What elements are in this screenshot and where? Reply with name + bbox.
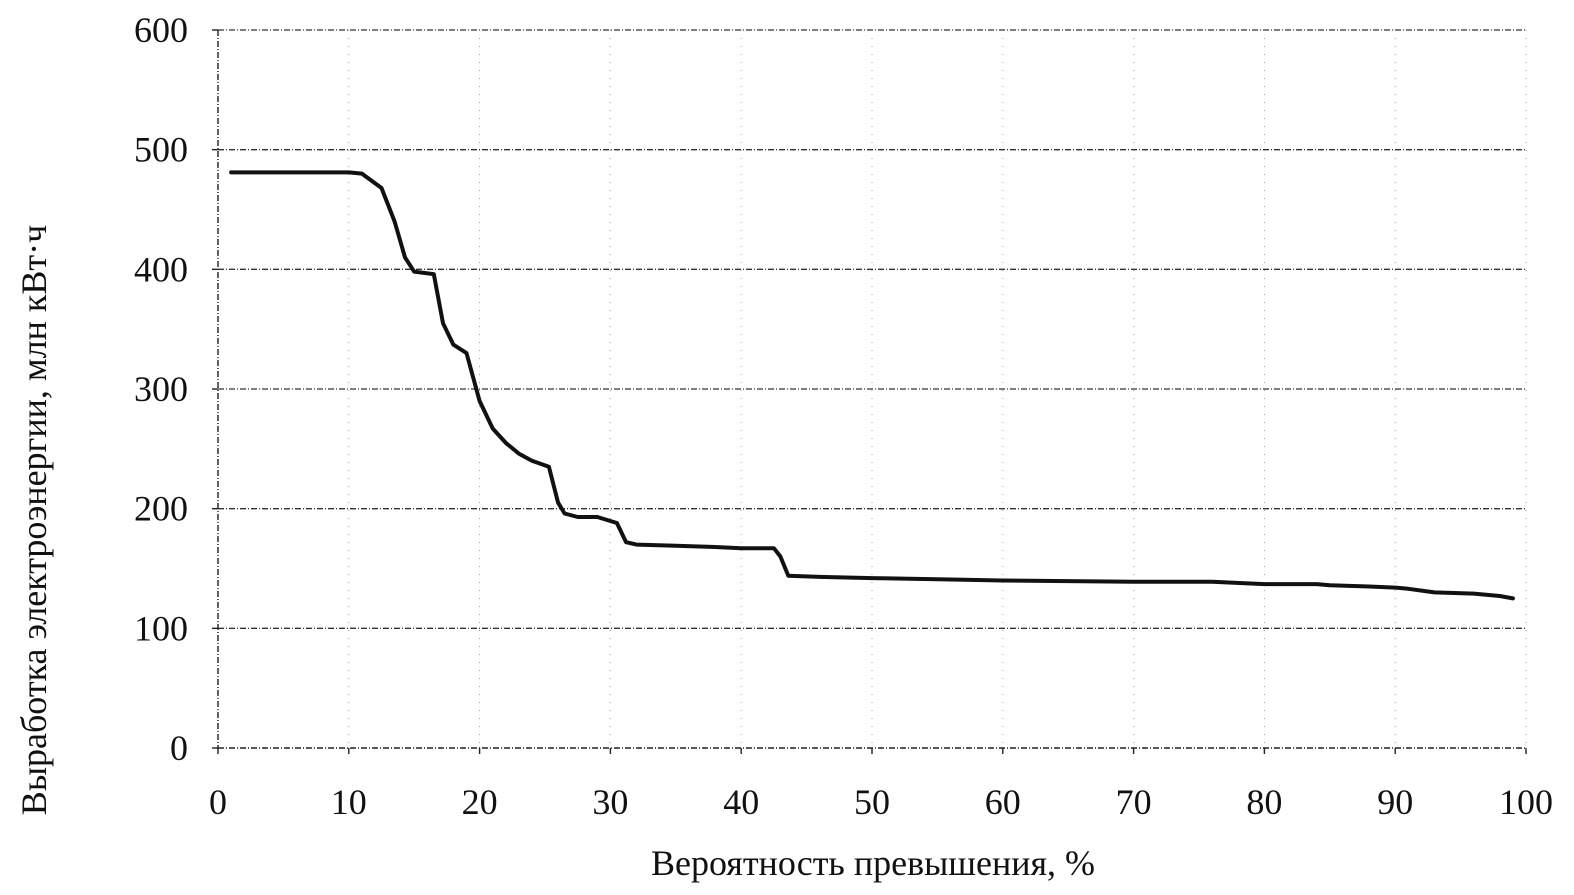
x-tick-label: 80 [1246, 782, 1282, 822]
y-tick-label: 0 [170, 728, 188, 768]
series-line [229, 170, 1515, 601]
y-tick-label: 300 [134, 369, 188, 409]
y-tick-label: 600 [134, 10, 188, 50]
x-tick-label: 20 [462, 782, 498, 822]
series-group [229, 170, 1515, 601]
axes [212, 29, 1527, 754]
x-tick-label: 30 [592, 782, 628, 822]
y-tick-label: 400 [134, 249, 188, 289]
x-tick-label: 50 [854, 782, 890, 822]
x-tick-label: 60 [985, 782, 1021, 822]
x-tick-label: 70 [1116, 782, 1152, 822]
y-axis-title: Выработка электроэнергии, млн кВт·ч [14, 225, 54, 815]
x-tick-label: 0 [209, 782, 227, 822]
x-tick-label: 10 [331, 782, 367, 822]
y-tick-label: 500 [134, 130, 188, 170]
y-tick-label: 100 [134, 608, 188, 648]
x-tick-labels: 0 10 20 30 40 50 60 70 80 90 100 [209, 782, 1553, 822]
y-tick-labels: 0 100 200 300 400 500 600 [134, 10, 188, 768]
x-tick-label: 90 [1377, 782, 1413, 822]
y-tick-label: 200 [134, 489, 188, 529]
x-tick-label: 100 [1499, 782, 1553, 822]
x-tick-label: 40 [723, 782, 759, 822]
gridlines [218, 29, 1527, 748]
x-axis-title: Вероятность превышения, % [651, 843, 1095, 883]
